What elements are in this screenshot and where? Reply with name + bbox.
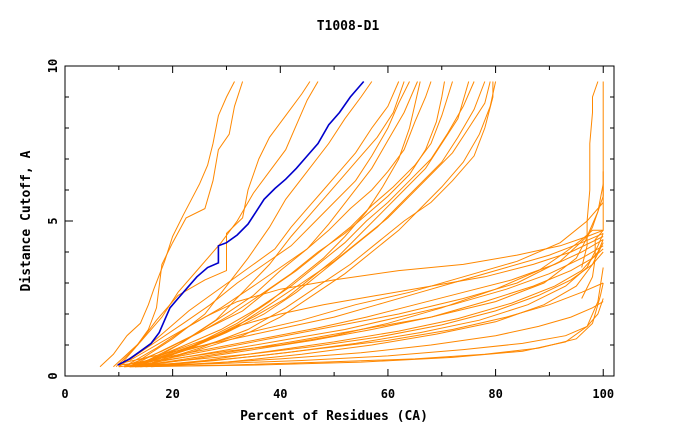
- series-line-20: [118, 229, 604, 366]
- series-line-33: [151, 242, 604, 368]
- series-line-31: [140, 239, 604, 368]
- series-line-13: [134, 81, 491, 368]
- series-line-35: [140, 236, 604, 365]
- series-line-10: [129, 81, 470, 368]
- series-line-37: [140, 183, 604, 365]
- series-line-6: [118, 81, 410, 368]
- x-tick-label: 40: [273, 387, 287, 401]
- series-line-2: [118, 81, 244, 368]
- x-axis-label: Percent of Residues (CA): [240, 409, 428, 424]
- y-tick-label: 10: [46, 59, 60, 73]
- series-line-18: [140, 81, 418, 368]
- series-line-23: [124, 301, 604, 368]
- series-line-3: [115, 81, 311, 368]
- series-line-9: [129, 81, 453, 368]
- y-tick-label: 0: [46, 372, 60, 379]
- series-line-24: [129, 298, 604, 368]
- x-tick-label: 80: [488, 387, 502, 401]
- x-tick-label: 60: [381, 387, 395, 401]
- y-tick-label: 5: [46, 217, 60, 224]
- series-line-26: [134, 267, 604, 368]
- x-tick-label: 20: [165, 387, 179, 401]
- series-line-39: [581, 81, 604, 299]
- series-line-38: [145, 171, 604, 366]
- y-axis-label: Distance Cutoff, A: [19, 150, 34, 291]
- x-tick-label: 100: [592, 387, 614, 401]
- series-line-40: [581, 81, 599, 268]
- series-line-25: [129, 282, 604, 368]
- series-line-36: [134, 202, 604, 365]
- series-line-16: [129, 81, 373, 368]
- series-line-34: [129, 229, 604, 361]
- series-line-15: [140, 81, 494, 368]
- series-line-4: [113, 81, 319, 368]
- highlight-series-line: [117, 80, 365, 366]
- series-line-28: [124, 239, 604, 366]
- series-layer: [99, 80, 604, 368]
- tick-layer: 0 20 40 60 80 100 0 5 10: [46, 59, 614, 401]
- series-line-1: [99, 81, 235, 368]
- series-line-29: [129, 245, 604, 368]
- series-line-11: [132, 81, 475, 368]
- chart-title: T1008-D1: [317, 19, 380, 34]
- series-line-5: [118, 81, 400, 366]
- x-tick-label: 0: [61, 387, 68, 401]
- series-line-19: [145, 81, 421, 368]
- series-line-32: [145, 233, 604, 368]
